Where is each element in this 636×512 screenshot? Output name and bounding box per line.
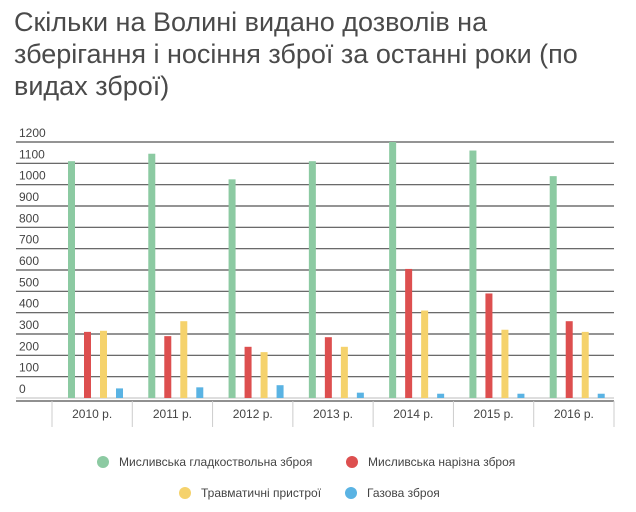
legend-swatch: [179, 487, 191, 499]
bar: [276, 385, 284, 398]
legend-swatch: [97, 456, 109, 468]
y-tick-label: 800: [19, 211, 39, 225]
bar: [196, 387, 204, 398]
bar: [437, 393, 445, 398]
bar: [260, 352, 268, 398]
legend-label: Газова зброя: [367, 486, 440, 500]
x-tick-label: 2012 р.: [233, 407, 273, 421]
bar: [148, 153, 156, 398]
bar: [517, 393, 525, 398]
y-tick-label: 700: [19, 233, 39, 247]
chart-title: Скільки на Волині видано дозволів на збе…: [14, 7, 578, 101]
bar: [485, 293, 493, 398]
y-tick-label: 1100: [19, 147, 45, 161]
bar: [340, 346, 348, 398]
legend-swatch: [345, 487, 357, 499]
bars: [68, 142, 605, 398]
bar: [581, 331, 589, 398]
legend-label: Мисливська гладкоствольна зброя: [119, 455, 312, 469]
bar: [356, 392, 364, 398]
y-tick-label: 100: [19, 361, 39, 375]
bar: [164, 336, 172, 398]
x-tick-label: 2016 р.: [554, 407, 594, 421]
legend-label: Травматичні пристрої: [201, 486, 322, 500]
bar: [116, 388, 123, 398]
bar: [565, 321, 573, 398]
bar: [469, 150, 477, 398]
y-tick-label: 1200: [19, 126, 46, 140]
y-tick-label: 1000: [19, 169, 46, 183]
bar: [405, 268, 413, 398]
bar: [549, 176, 557, 398]
x-axis: 2010 р. 2011 р. 2012 р. 2013 р. 2014 р. 2015 …: [16, 400, 615, 427]
bar: [180, 321, 188, 398]
legend-swatch: [346, 456, 358, 468]
bar: [68, 161, 75, 398]
y-tick-label: 300: [19, 318, 39, 332]
legend: Мисливська гладкоствольна зброя Мисливськ…: [97, 455, 515, 500]
y-tick-label: 600: [19, 254, 39, 268]
y-tick-label: 0: [19, 382, 26, 396]
x-tick-label: 2015 р.: [474, 407, 514, 421]
x-tick-label: 2013 р.: [313, 407, 353, 421]
bar: [597, 393, 605, 398]
bar: [389, 142, 397, 398]
bar: [421, 310, 429, 398]
bar: [324, 337, 332, 398]
x-tick-label: 2011 р.: [153, 407, 192, 421]
bar: [100, 330, 107, 398]
x-tick-label: 2010 р.: [72, 407, 112, 421]
bar: [501, 329, 509, 398]
bar: [84, 331, 91, 398]
bar: [228, 179, 236, 398]
y-tick-label: 500: [19, 275, 39, 289]
x-tick-label: 2014 р.: [393, 407, 433, 421]
y-tick-label: 900: [19, 190, 39, 204]
bar: [308, 161, 316, 398]
bar: [244, 346, 252, 398]
y-tick-label: 400: [19, 297, 39, 311]
legend-label: Мисливська нарізна зброя: [368, 455, 515, 469]
y-tick-labels: 0 100 200 300 400 500 600 700 800 900 1000 1100 1200: [19, 126, 46, 396]
y-tick-label: 200: [19, 339, 39, 353]
